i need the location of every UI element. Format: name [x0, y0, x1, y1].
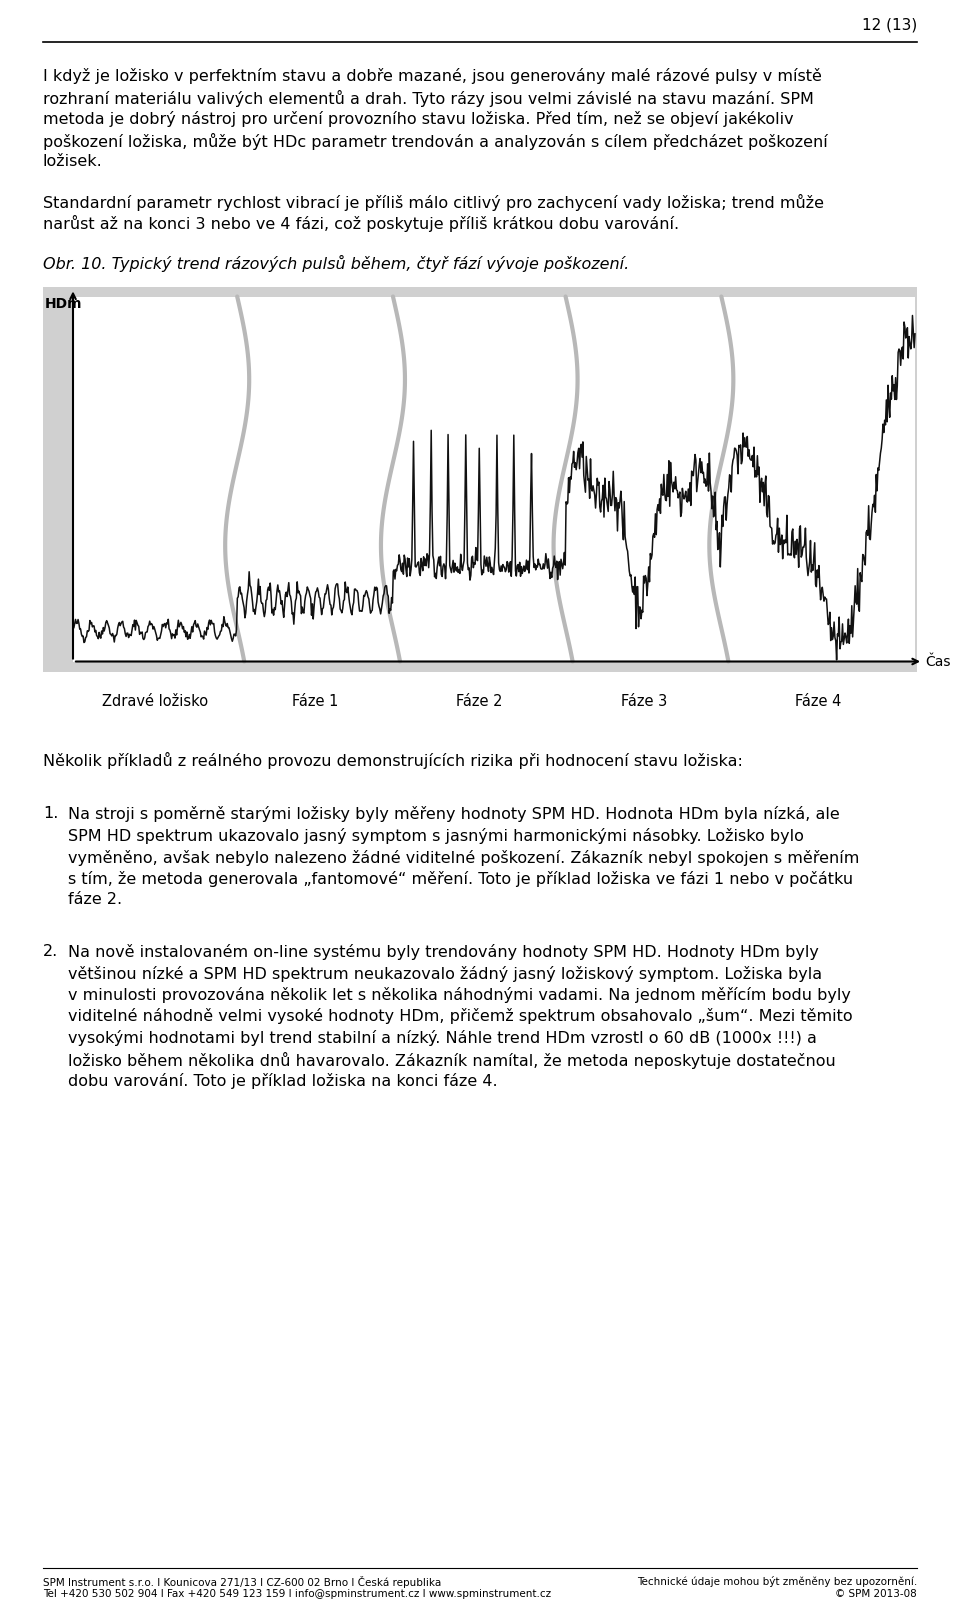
- Text: fáze 2.: fáze 2.: [68, 892, 122, 907]
- Text: vysokými hodnotami byl trend stabilní a nízký. Náhle trend HDm vzrostl o 60 dB (: vysokými hodnotami byl trend stabilní a …: [68, 1030, 817, 1046]
- Text: Několik příkladů z reálného provozu demonstrujících rizika při hodnocení stavu l: Několik příkladů z reálného provozu demo…: [43, 751, 743, 769]
- Text: vyměněno, avšak nebylo nalezeno žádné viditelné poškození. Zákazník nebyl spokoj: vyměněno, avšak nebylo nalezeno žádné vi…: [68, 850, 859, 866]
- Text: poškození ložiska, může být HDc parametr trendován a analyzován s cílem předcház: poškození ložiska, může být HDc parametr…: [43, 133, 828, 149]
- Text: Standardní parametr rychlost vibrací je příliš málo citlivý pro zachycení vady l: Standardní parametr rychlost vibrací je …: [43, 193, 824, 211]
- Bar: [73, 297, 915, 662]
- Text: narůst až na konci 3 nebo ve 4 fázi, což poskytuje příliš krátkou dobu varování.: narůst až na konci 3 nebo ve 4 fázi, což…: [43, 216, 679, 232]
- Text: Obr. 10. Typický trend rázových pulsů během, čtyř fází vývoje poškození.: Obr. 10. Typický trend rázových pulsů bě…: [43, 255, 629, 271]
- Text: Technické údaje mohou být změněny bez upozornění.: Technické údaje mohou být změněny bez up…: [636, 1577, 917, 1586]
- Text: © SPM 2013-08: © SPM 2013-08: [835, 1590, 917, 1599]
- Text: 12 (13): 12 (13): [862, 18, 917, 32]
- Text: v minulosti provozována několik let s několika náhodnými vadami. Na jednom měříc: v minulosti provozována několik let s ně…: [68, 988, 851, 1002]
- Text: Na nově instalovaném on-line systému byly trendovány hodnoty SPM HD. Hodnoty HDm: Na nově instalovaném on-line systému byl…: [68, 944, 819, 960]
- Text: dobu varování. Toto je příklad ložiska na konci fáze 4.: dobu varování. Toto je příklad ložiska n…: [68, 1074, 497, 1088]
- Text: Fáze 3: Fáze 3: [621, 694, 667, 709]
- Text: Fáze 2: Fáze 2: [456, 694, 503, 709]
- Text: ložisek.: ložisek.: [43, 154, 103, 169]
- Text: Čas: Čas: [925, 655, 950, 670]
- Text: většinou nízké a SPM HD spektrum neukazovalo žádný jasný ložiskový symptom. Loži: většinou nízké a SPM HD spektrum neukazo…: [68, 965, 822, 981]
- Text: Fáze 1: Fáze 1: [292, 694, 339, 709]
- Text: Fáze 4: Fáze 4: [795, 694, 841, 709]
- Text: metoda je dobrý nástroj pro určení provozního stavu ložiska. Před tím, než se ob: metoda je dobrý nástroj pro určení provo…: [43, 110, 794, 127]
- Text: viditelné náhodně velmi vysoké hodnoty HDm, přičemž spektrum obsahovalo „šum“. M: viditelné náhodně velmi vysoké hodnoty H…: [68, 1009, 852, 1025]
- Text: HDm: HDm: [45, 297, 83, 310]
- Text: SPM Instrument s.r.o. I Kounicova 271/13 I CZ-600 02 Brno I Česká republika: SPM Instrument s.r.o. I Kounicova 271/13…: [43, 1577, 442, 1588]
- Text: s tím, že metoda generovala „fantomové“ měření. Toto je příklad ložiska ve fázi : s tím, že metoda generovala „fantomové“ …: [68, 871, 853, 887]
- Text: 1.: 1.: [43, 806, 59, 821]
- Text: Tel +420 530 502 904 I Fax +420 549 123 159 I info@spminstrument.cz I www.spmins: Tel +420 530 502 904 I Fax +420 549 123 …: [43, 1590, 551, 1599]
- Text: SPM HD spektrum ukazovalo jasný symptom s jasnými harmonickými násobky. Ložisko : SPM HD spektrum ukazovalo jasný symptom …: [68, 827, 804, 843]
- Text: 2.: 2.: [43, 944, 59, 959]
- Text: Na stroji s poměrně starými ložisky byly měřeny hodnoty SPM HD. Hodnota HDm byla: Na stroji s poměrně starými ložisky byly…: [68, 806, 840, 822]
- Bar: [43, 287, 917, 672]
- Text: Zdravé ložisko: Zdravé ložisko: [103, 694, 208, 709]
- Text: I když je ložisko v perfektním stavu a dobře mazané, jsou generovány malé rázové: I když je ložisko v perfektním stavu a d…: [43, 68, 822, 84]
- Text: ložisko během několika dnů havarovalo. Zákazník namítal, že metoda neposkytuje d: ložisko během několika dnů havarovalo. Z…: [68, 1051, 836, 1069]
- Text: rozhraní materiálu valivých elementů a drah. Tyto rázy jsou velmi závislé na sta: rozhraní materiálu valivých elementů a d…: [43, 89, 814, 107]
